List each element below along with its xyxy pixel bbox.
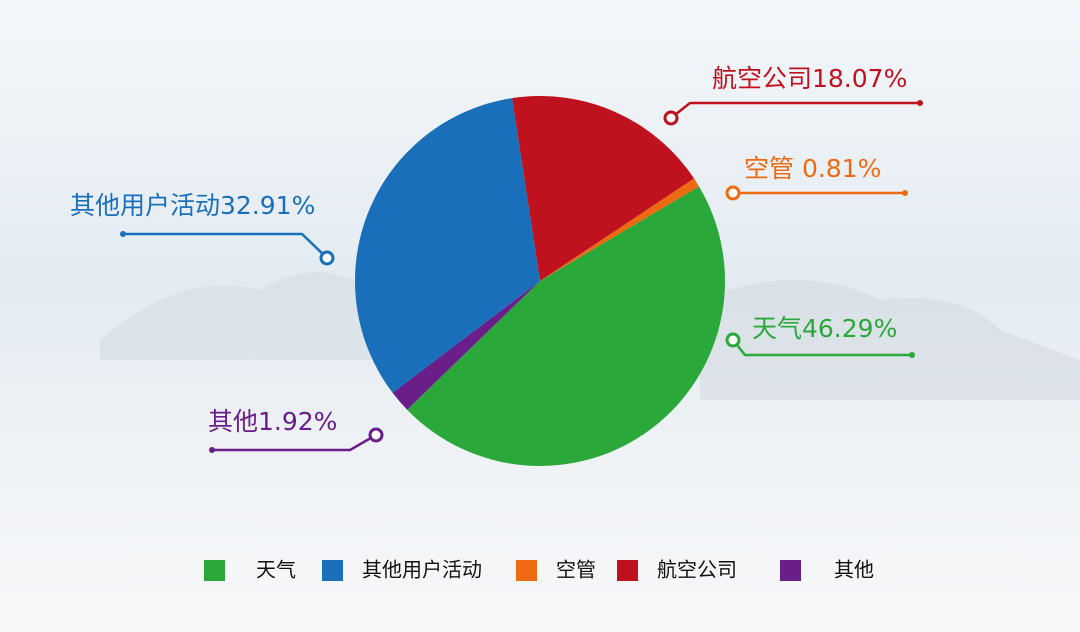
legend-swatch — [322, 560, 343, 581]
leader-end — [725, 185, 741, 201]
leader-dot — [917, 100, 923, 106]
legend-swatch — [204, 560, 225, 581]
pie-slice — [540, 178, 700, 281]
legend-swatch — [617, 560, 638, 581]
leader-line — [123, 232, 328, 259]
leader-end — [368, 427, 384, 443]
data-label: 其他1.92% — [208, 407, 337, 436]
leader-line — [670, 101, 920, 119]
legend-swatch — [780, 560, 801, 581]
data-label: 其他用户活动32.91% — [70, 191, 315, 220]
leader-dot — [902, 190, 908, 196]
rocks — [100, 272, 380, 360]
rocks — [700, 280, 1080, 400]
legend-label: 空管 — [556, 558, 596, 582]
data-label: 空管 0.81% — [744, 154, 881, 183]
leader-dot — [120, 231, 126, 237]
legend-swatch — [516, 560, 537, 581]
pie-slice — [392, 281, 540, 410]
legend-label: 天气 — [256, 558, 296, 582]
leader-end — [725, 332, 741, 348]
pie-slice — [512, 96, 695, 282]
data-label: 天气46.29% — [752, 314, 897, 343]
legend-label: 其他 — [834, 558, 874, 582]
data-label: 航空公司18.07% — [712, 64, 907, 93]
pie-slice — [407, 186, 725, 467]
pie-slice — [354, 98, 540, 393]
leader-dot — [209, 447, 215, 453]
leader-line — [212, 433, 377, 452]
leader-end — [663, 110, 679, 126]
legend-label: 航空公司 — [657, 558, 737, 582]
leader-end — [319, 250, 335, 266]
legend-label: 其他用户活动 — [362, 558, 482, 582]
leader-dot — [909, 352, 915, 358]
